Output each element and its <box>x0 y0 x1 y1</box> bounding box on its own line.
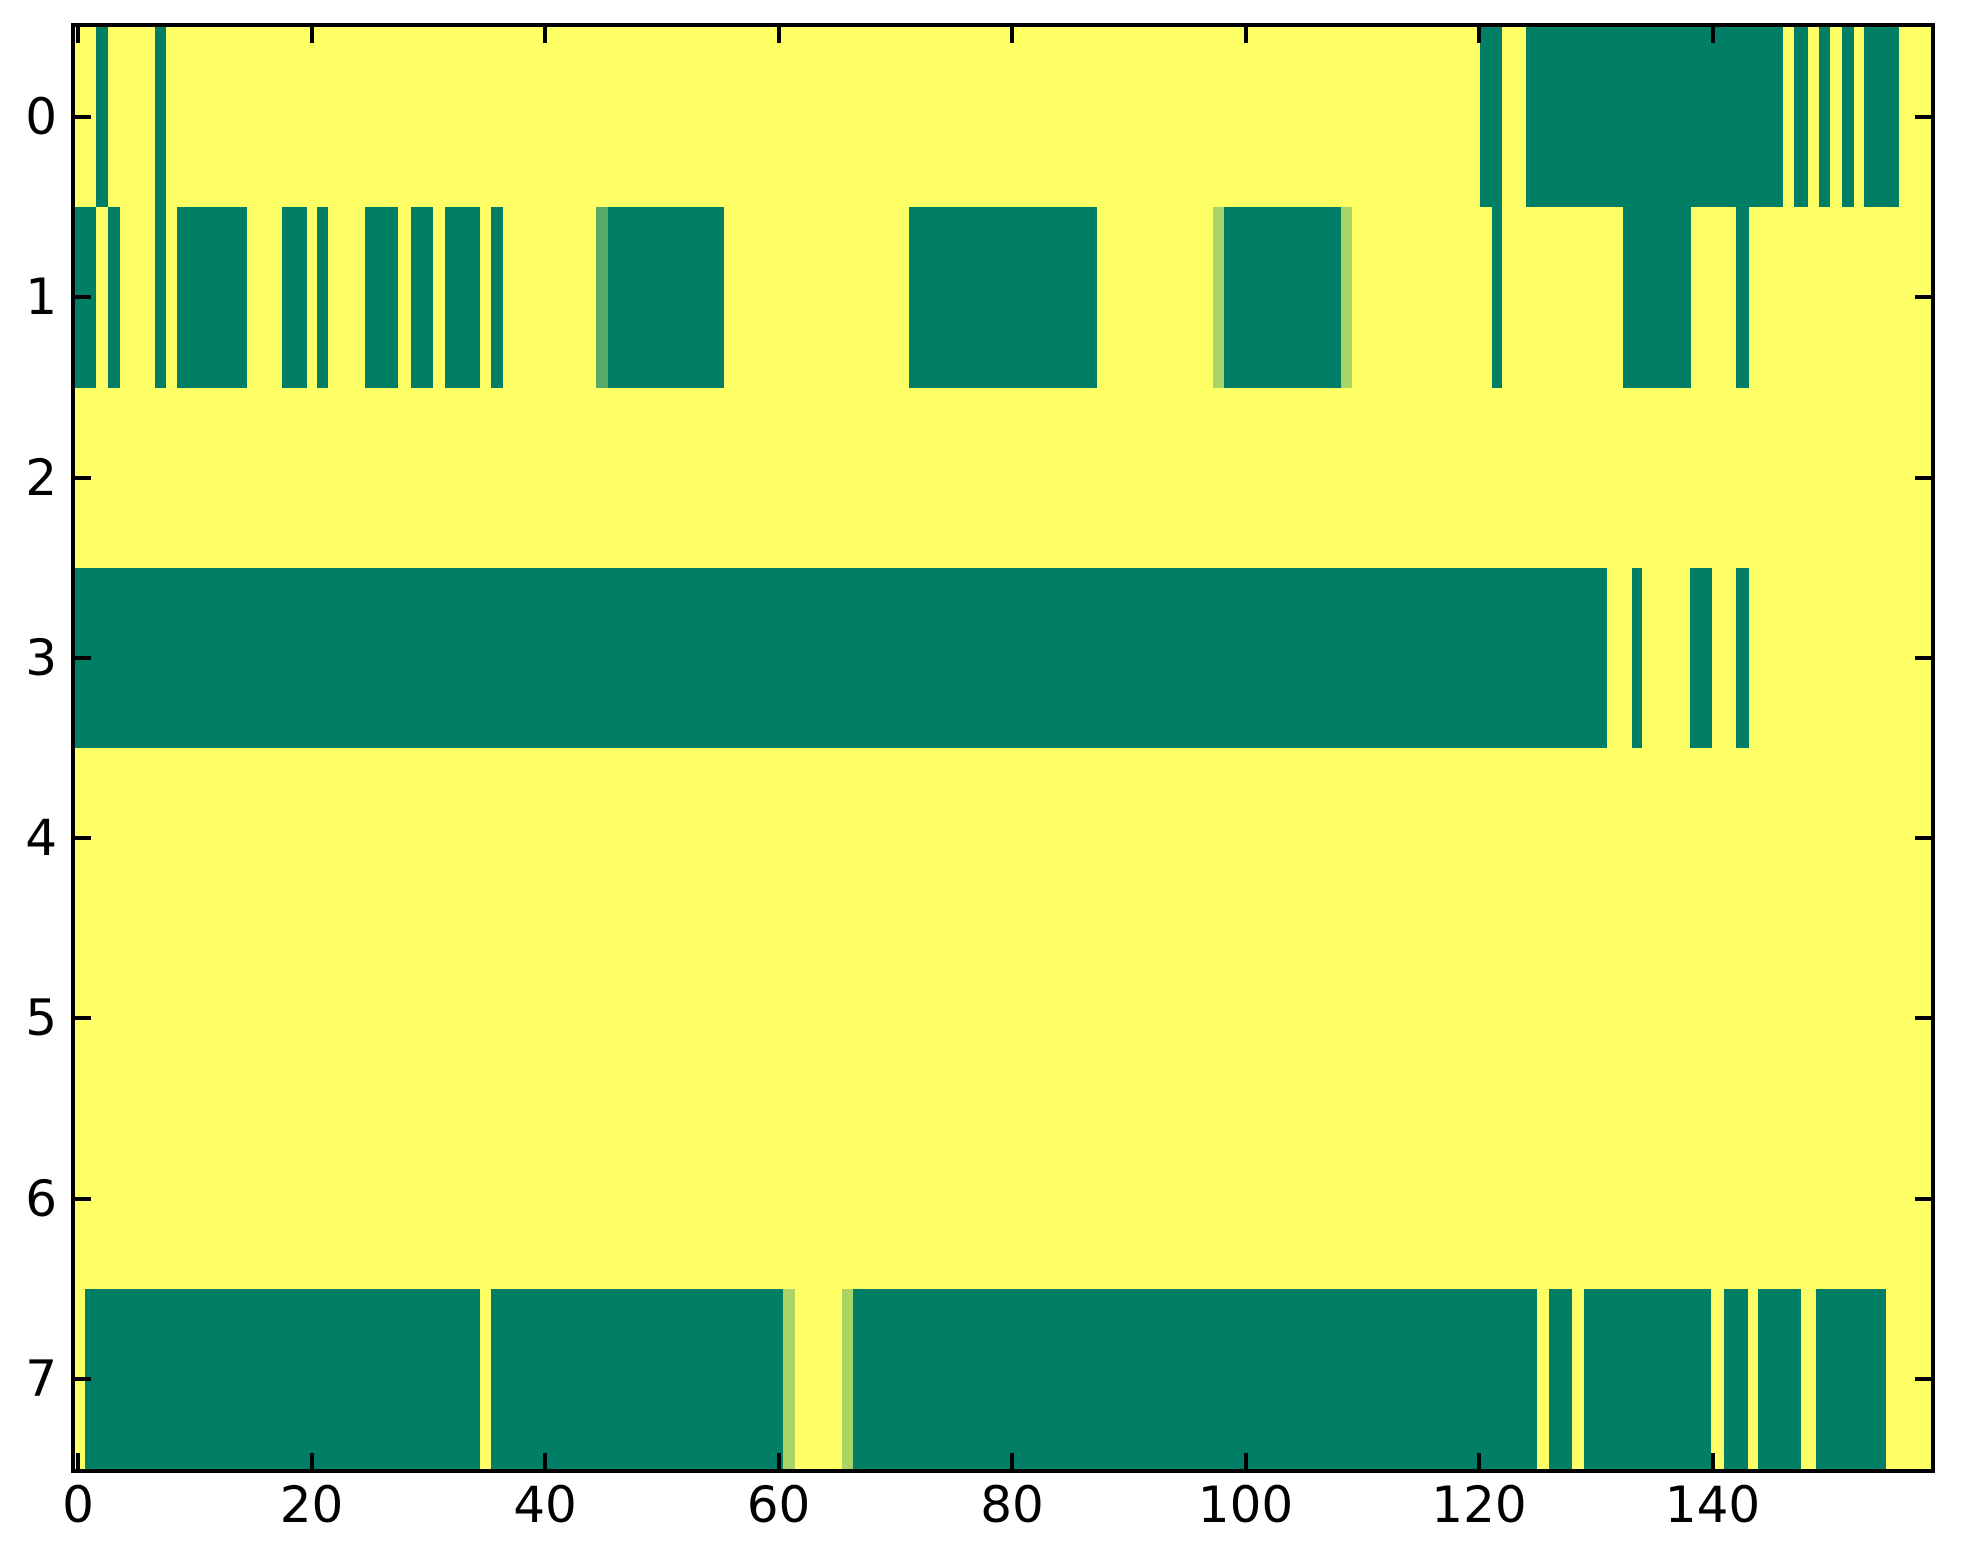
x-tick <box>1710 27 1715 43</box>
x-tick-label-120: 120 <box>1431 1476 1527 1534</box>
x-tick <box>1010 1453 1014 1469</box>
heatmap-segment-row0 <box>1794 27 1809 208</box>
y-tick-label-1: 1 <box>25 268 57 327</box>
heatmap-segment-row0 <box>1842 27 1854 208</box>
x-tick <box>776 27 781 43</box>
y-tick <box>1915 655 1931 660</box>
y-tick-label-7: 7 <box>25 1349 57 1408</box>
heatmap-segment-row3 <box>75 567 1608 748</box>
y-tick <box>1915 1196 1931 1201</box>
x-tick <box>1477 27 1481 43</box>
heatmap-segment-row7 <box>841 1288 854 1469</box>
heatmap-segment-row1 <box>1491 207 1503 388</box>
heatmap-segment-row7 <box>1758 1288 1802 1469</box>
heatmap-segment-row1 <box>444 207 480 388</box>
heatmap-segment-row0 <box>1480 27 1503 208</box>
heatmap-plot <box>71 23 1935 1473</box>
heatmap-segment-row1 <box>491 207 503 388</box>
y-tick <box>75 1016 91 1021</box>
x-tick <box>1477 1453 1481 1469</box>
heatmap-segment-row1 <box>108 207 121 388</box>
heatmap-segment-row1 <box>282 207 307 388</box>
heatmap-segment-row1 <box>317 207 328 388</box>
x-tick <box>1243 1453 1248 1469</box>
heatmap-segment-row3 <box>1690 567 1713 748</box>
heatmap-segment-row7 <box>1549 1288 1573 1469</box>
heatmap-segment-row1 <box>177 207 247 388</box>
x-tick-label-40: 40 <box>513 1476 577 1534</box>
x-tick <box>309 27 314 43</box>
heatmap-segment-row1 <box>1212 207 1225 388</box>
heatmap-segment-row0 <box>1525 27 1783 208</box>
heatmap-segment-row1 <box>909 207 1098 388</box>
heatmap-segment-row1 <box>596 207 609 388</box>
y-tick <box>75 836 91 841</box>
y-tick <box>1915 836 1931 841</box>
y-tick-label-6: 6 <box>25 1169 57 1228</box>
y-tick <box>1915 115 1931 120</box>
y-tick-label-2: 2 <box>25 448 57 507</box>
y-tick-label-0: 0 <box>25 88 57 147</box>
y-tick <box>1915 475 1931 480</box>
heatmap-segment-row3 <box>1735 567 1749 748</box>
heatmap-segment-row7 <box>853 1288 1538 1469</box>
heatmap-segment-row1 <box>365 207 398 388</box>
heatmap-segment-row7 <box>783 1288 795 1469</box>
heatmap-segment-row1 <box>1735 207 1749 388</box>
x-tick <box>1243 27 1248 43</box>
y-tick-label-3: 3 <box>25 628 57 687</box>
y-tick-label-4: 4 <box>25 809 57 868</box>
x-tick-label-100: 100 <box>1197 1476 1294 1534</box>
heatmap-segment-row7 <box>85 1288 480 1469</box>
x-tick <box>776 1453 781 1469</box>
x-tick <box>543 27 547 43</box>
heatmap-segment-row1 <box>1224 207 1342 388</box>
y-tick <box>75 475 91 480</box>
heatmap-segment-row1 <box>608 207 724 388</box>
x-tick-label-20: 20 <box>279 1476 344 1534</box>
heatmap-segment-row7 <box>1724 1288 1748 1469</box>
y-tick-label-5: 5 <box>25 989 57 1048</box>
heatmap-segment-row1 <box>1341 207 1352 388</box>
heatmap-segment-row0 <box>95 27 109 208</box>
x-tick <box>76 1453 80 1469</box>
heatmap-segment-row7 <box>491 1288 784 1469</box>
x-tick <box>543 1453 547 1469</box>
y-tick <box>1915 295 1931 300</box>
x-tick <box>309 1453 314 1469</box>
heatmap-segment-row0 <box>1818 27 1831 208</box>
heatmap-segment-row0 <box>1864 27 1900 208</box>
y-tick <box>75 295 91 300</box>
heatmap-segment-row7 <box>1584 1288 1712 1469</box>
x-tick-label-0: 0 <box>62 1476 94 1534</box>
heatmap-segment-row1 <box>155 207 166 388</box>
y-tick <box>75 655 91 660</box>
y-tick <box>75 115 91 120</box>
y-tick <box>1915 1016 1931 1021</box>
heatmap-segment-row1 <box>410 207 433 388</box>
x-tick-label-80: 80 <box>980 1476 1044 1534</box>
x-tick-label-140: 140 <box>1664 1476 1761 1534</box>
x-tick <box>76 27 80 43</box>
x-tick-label-60: 60 <box>746 1476 811 1534</box>
y-tick <box>1915 1376 1931 1381</box>
heatmap-segment-row7 <box>1816 1288 1887 1469</box>
heatmap-segment-row0 <box>155 27 166 208</box>
x-tick <box>1710 1453 1715 1469</box>
heatmap-segment-row1 <box>1622 207 1692 388</box>
y-tick <box>75 1196 91 1201</box>
y-tick <box>75 1376 91 1381</box>
heatmap-segment-row3 <box>1631 567 1643 748</box>
x-tick <box>1010 27 1014 43</box>
